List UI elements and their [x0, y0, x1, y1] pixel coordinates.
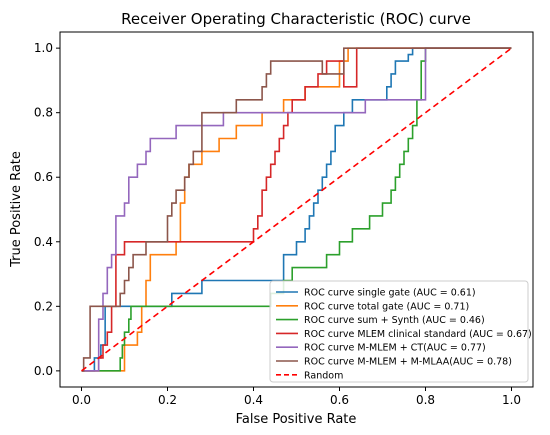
- legend-label-1: ROC curve total gate (AUC = 0.71): [304, 301, 469, 312]
- y-tick-label: 0.0: [34, 364, 53, 378]
- series-line-2: [81, 47, 512, 372]
- x-axis-label: False Positive Rate: [236, 412, 357, 427]
- x-tick-label: 0.2: [158, 393, 177, 407]
- legend-label-0: ROC curve single gate (AUC = 0.61): [304, 288, 476, 299]
- legend-label-2: ROC curve sum + Synth (AUC = 0.46): [304, 315, 485, 326]
- legend-label-3: ROC curve MLEM clinical standard (AUC = …: [304, 329, 532, 340]
- x-tick-label: 0.4: [244, 393, 263, 407]
- y-tick-label: 0.4: [34, 235, 53, 249]
- legend-box: [269, 280, 529, 383]
- plot-frame: [59, 31, 534, 388]
- y-tick-label: 0.6: [34, 170, 53, 184]
- series-line-5: [81, 47, 512, 372]
- legend-label-4: ROC curve M-MLEM + CT(AUC = 0.77): [304, 343, 486, 354]
- legend-label-5: ROC curve M-MLEM + M-MLAA(AUC = 0.78): [304, 357, 512, 368]
- y-tick-label: 0.8: [34, 106, 53, 120]
- chart-title: Receiver Operating Characteristic (ROC) …: [121, 10, 471, 28]
- x-tick-label: 0.8: [416, 393, 435, 407]
- x-tick-label: 0.0: [72, 393, 91, 407]
- x-tick-label: 1.0: [502, 393, 521, 407]
- series-group: [81, 47, 512, 372]
- y-axis-ticks: 0.0 0.2 0.4 0.6 0.8 1.0: [34, 41, 60, 378]
- x-axis-ticks: 0.0 0.2 0.4 0.6 0.8 1.0: [72, 387, 521, 407]
- y-tick-label: 0.2: [34, 299, 53, 313]
- legend: ROC curve single gate (AUC = 0.61) ROC cu…: [269, 280, 532, 383]
- y-tick-label: 1.0: [34, 41, 53, 55]
- legend-label-6: Random: [304, 370, 343, 381]
- x-tick-label: 0.6: [330, 393, 349, 407]
- y-axis-label: True Positive Rate: [9, 151, 24, 268]
